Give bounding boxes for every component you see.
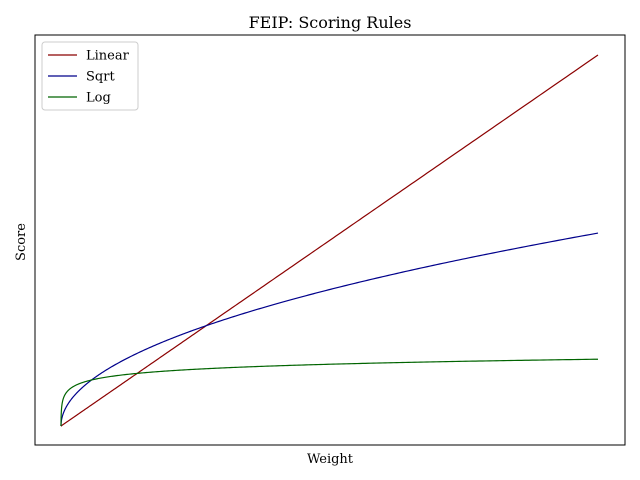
legend-label-log: Log (86, 91, 111, 106)
y-axis-label: Score (14, 223, 29, 261)
legend-box (41, 41, 139, 111)
series-line-sqrt (60, 232, 599, 426)
legend-label-sqrt: Sqrt (86, 70, 115, 85)
series-layer (60, 54, 599, 427)
chart-title: FEIP: Scoring Rules (249, 13, 412, 32)
x-axis-label: Weight (307, 452, 354, 467)
series-line-log (60, 358, 599, 426)
plot-area-frame (34, 34, 626, 446)
legend: Linear Sqrt Log (41, 41, 139, 111)
series-line-linear (60, 54, 599, 427)
legend-label-linear: Linear (86, 49, 130, 64)
